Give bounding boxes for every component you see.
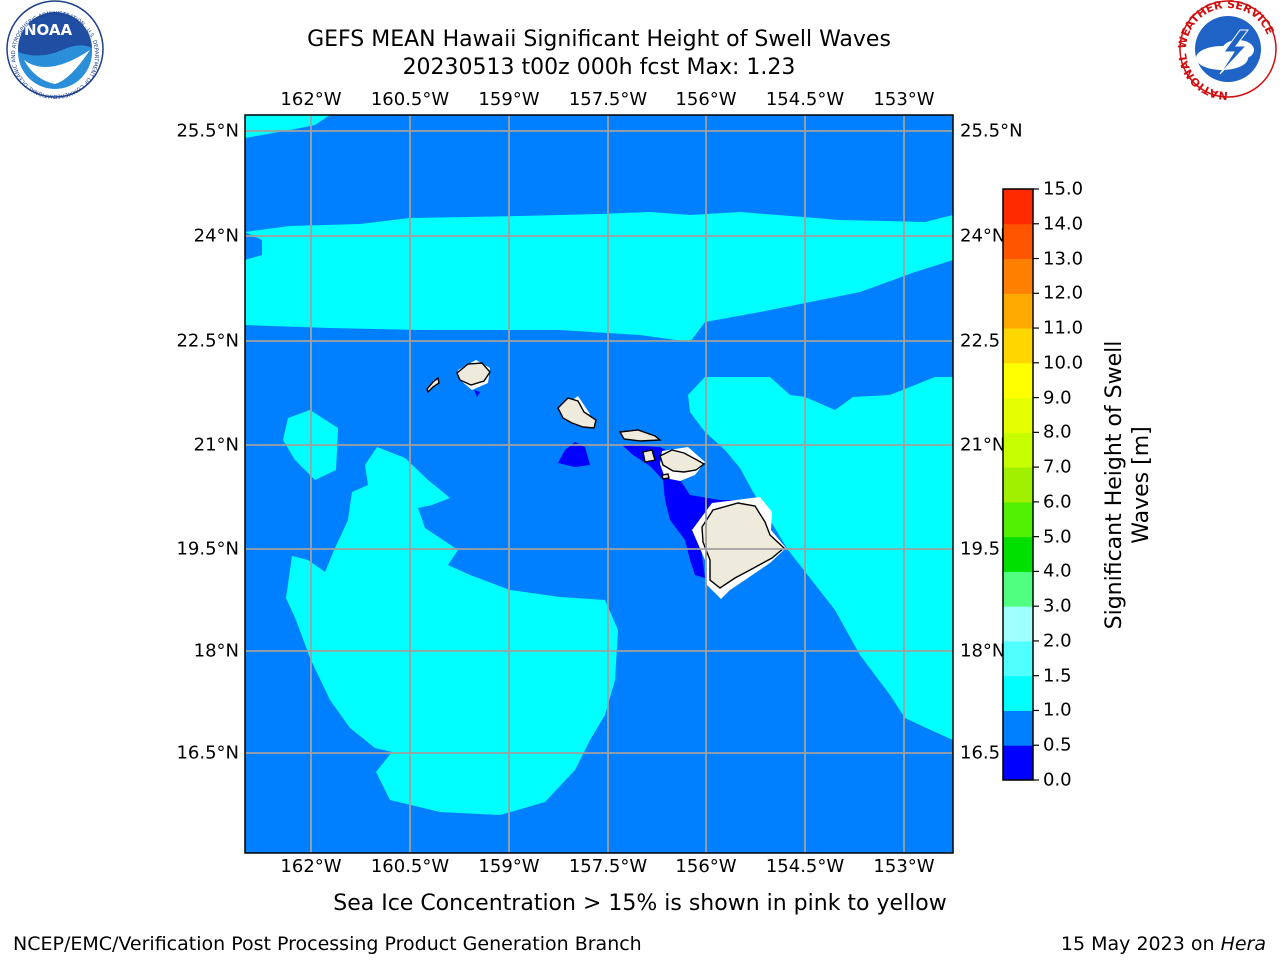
lon-label-bottom: 154.5°W bbox=[765, 856, 845, 877]
lon-label-bottom: 159°W bbox=[478, 856, 540, 877]
lat-label-right: 22.5 bbox=[960, 330, 1001, 352]
colorbar-tick-label: 5.0 bbox=[1043, 526, 1072, 548]
lon-label-bottom: 160.5°W bbox=[370, 856, 450, 877]
colorbar-tick-label: 14.0 bbox=[1043, 213, 1084, 235]
colorbar bbox=[1002, 188, 1039, 781]
colorbar-segment bbox=[1003, 710, 1033, 746]
lat-label-right: 16.5 bbox=[960, 742, 1001, 764]
footer-date: 15 May 2023 on bbox=[1060, 933, 1221, 955]
colorbar-segment bbox=[1003, 328, 1033, 364]
footer-host: Hera bbox=[1220, 933, 1266, 955]
lon-label-top: 156°W bbox=[675, 89, 737, 110]
lon-label-bottom: 162°W bbox=[280, 856, 342, 877]
colorbar-segment bbox=[1003, 293, 1033, 329]
map-subtitle: 20230513 t00z 000h fcst Max: 1.23 bbox=[402, 55, 796, 80]
colorbar-label-line2: Waves [m] bbox=[1129, 426, 1154, 544]
nws-logo: NATIONAL WEATHER SERVICE bbox=[1176, 0, 1277, 102]
footer-left: NCEP/EMC/Verification Post Processing Pr… bbox=[13, 933, 642, 955]
footer-right: 15 May 2023 on Hera bbox=[1061, 933, 1266, 955]
lat-label-left: 18°N bbox=[193, 640, 239, 662]
colorbar-tick-label: 3.0 bbox=[1043, 595, 1072, 617]
colorbar-segment bbox=[1003, 640, 1033, 677]
colorbar-tick-label: 15.0 bbox=[1043, 178, 1084, 200]
lat-label-right: 21°N bbox=[960, 434, 1006, 456]
colorbar-segment bbox=[1003, 536, 1033, 572]
lon-label-top: 157.5°W bbox=[568, 89, 648, 110]
colorbar-segment bbox=[1003, 467, 1033, 503]
colorbar-tick-label: 1.5 bbox=[1043, 665, 1072, 687]
colorbar-tick-label: 6.0 bbox=[1043, 491, 1072, 513]
lat-label-left: 16.5°N bbox=[176, 742, 239, 764]
lat-label-right: 19.5 bbox=[960, 538, 1001, 560]
colorbar-tick-label: 2.0 bbox=[1043, 630, 1072, 652]
lon-label-top: 160.5°W bbox=[370, 89, 450, 110]
colorbar-segment bbox=[1003, 571, 1033, 607]
noaa-logo: NOAA NATIONAL OCEANIC AND ATMOSPHERIC AD… bbox=[6, 0, 104, 99]
island-maui bbox=[659, 449, 706, 473]
lon-label-bottom: 157.5°W bbox=[568, 856, 648, 877]
lon-label-top: 159°W bbox=[478, 89, 540, 110]
lat-label-left: 22.5°N bbox=[176, 330, 239, 352]
colorbar-segment bbox=[1003, 745, 1033, 781]
swell-band-0-0.5-maui-hawaii bbox=[622, 445, 740, 578]
noaa-logo-text: NOAA bbox=[24, 21, 73, 39]
map-frame bbox=[244, 114, 954, 854]
island-niihau bbox=[426, 376, 440, 394]
island-kahoolawe bbox=[661, 473, 670, 480]
colorbar-tick-label: 12.0 bbox=[1043, 282, 1084, 304]
swell-band-1.0-1.5-north bbox=[245, 212, 953, 342]
colorbar-tick-label: 1.0 bbox=[1043, 699, 1072, 721]
colorbar-segment bbox=[1003, 258, 1033, 294]
swell-band-1.0-1.5-east bbox=[688, 377, 953, 740]
island-molokai bbox=[618, 429, 662, 442]
colorbar-tick-label: 7.0 bbox=[1043, 456, 1072, 478]
lon-label-top: 153°W bbox=[873, 89, 935, 110]
colorbar-tick-label: 9.0 bbox=[1043, 387, 1072, 409]
colorbar-segment bbox=[1003, 501, 1033, 538]
swell-band-1.0-1.5-north-corner bbox=[245, 115, 330, 138]
gridlines bbox=[245, 115, 953, 853]
colorbar-tick-label: 10.0 bbox=[1043, 352, 1084, 374]
colorbar-segment bbox=[1003, 223, 1033, 260]
colorbar-segment bbox=[1003, 397, 1033, 433]
lat-label-left: 25.5°N bbox=[176, 120, 239, 142]
lat-label-left: 21°N bbox=[193, 434, 239, 456]
lat-label-right: 18°N bbox=[960, 640, 1006, 662]
sea-ice-caption: Sea Ice Concentration > 15% is shown in … bbox=[333, 891, 947, 916]
colorbar-segment bbox=[1003, 675, 1033, 711]
colorbar-tick-label: 0.5 bbox=[1043, 734, 1072, 756]
lon-label-top: 162°W bbox=[280, 89, 342, 110]
swell-band-1.0-1.5-southwest bbox=[286, 447, 618, 815]
islands bbox=[426, 362, 786, 589]
island-oahu bbox=[557, 397, 597, 429]
swell-band-0-0.5-oahu bbox=[558, 442, 590, 467]
colorbar-segment bbox=[1003, 189, 1033, 225]
colorbar-label: Significant Height of Swell Waves [m] bbox=[1101, 341, 1155, 630]
colorbar-segment bbox=[1003, 432, 1033, 468]
colorbar-tick-label: 13.0 bbox=[1043, 248, 1084, 270]
swell-band-0-0.5-kauai bbox=[474, 390, 480, 397]
colorbar-tick-label: 4.0 bbox=[1043, 560, 1072, 582]
colorbar-label-line1: Significant Height of Swell bbox=[1102, 340, 1127, 630]
map-title: GEFS MEAN Hawaii Significant Height of S… bbox=[307, 27, 891, 52]
colorbar-frame bbox=[1002, 188, 1034, 781]
colorbar-tick-label: 0.0 bbox=[1043, 769, 1072, 791]
lat-label-right: 25.5°N bbox=[960, 120, 1023, 142]
lat-label-left: 24°N bbox=[193, 225, 239, 247]
colorbar-segment bbox=[1003, 362, 1033, 399]
colorbar-tick-label: 8.0 bbox=[1043, 421, 1072, 443]
lon-label-top: 154.5°W bbox=[765, 89, 845, 110]
map-area bbox=[245, 115, 953, 853]
lon-label-bottom: 156°W bbox=[675, 856, 737, 877]
lat-label-left: 19.5°N bbox=[176, 538, 239, 560]
lon-label-bottom: 153°W bbox=[873, 856, 935, 877]
island-lanai bbox=[642, 449, 656, 463]
island-kauai bbox=[456, 362, 491, 386]
colorbar-tick-label: 11.0 bbox=[1043, 317, 1084, 339]
colorbar-segment bbox=[1003, 606, 1033, 642]
lat-label-right: 24°N bbox=[960, 225, 1006, 247]
